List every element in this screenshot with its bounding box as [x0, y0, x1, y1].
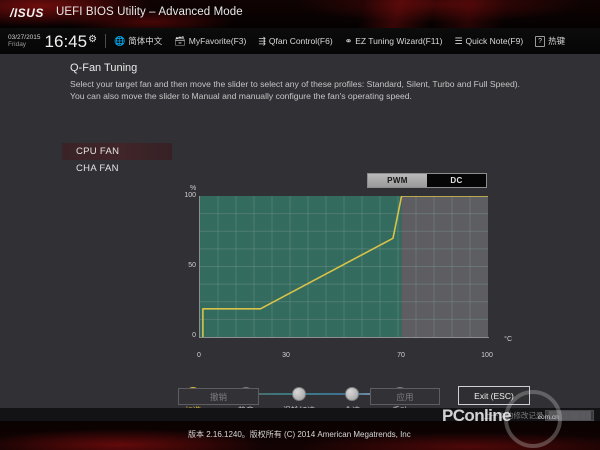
quick-note-label: Quick Note(F9): [465, 36, 524, 46]
x-tick-100: 100: [481, 352, 493, 359]
qfan-control-label: Qfan Control(F6): [268, 36, 333, 46]
x-axis-unit-label: °C: [504, 336, 512, 343]
slider-stop-turbo[interactable]: [292, 387, 306, 401]
hotkeys-label: 热键: [548, 36, 566, 46]
page-description: Select your target fan and then move the…: [70, 79, 521, 102]
fan-curve-svg: [200, 196, 488, 337]
content-pane: Q-Fan Tuning Select your target fan and …: [0, 54, 600, 421]
fan-item-label: CHA FAN: [76, 163, 119, 174]
fan-selector-list: CPU FAN CHA FAN: [62, 143, 172, 177]
myfavorite-button[interactable]: 🗃 MyFavorite(F3): [174, 36, 246, 47]
x-tick-30: 30: [282, 352, 290, 359]
title-banner: /ISUS UEFI BIOS Utility – Advanced Mode: [0, 0, 600, 28]
x-axis-line: [199, 337, 489, 338]
fan-icon: ⇶: [258, 35, 266, 46]
apply-button[interactable]: 应用: [370, 388, 440, 405]
y-axis-line: [199, 196, 200, 338]
mode-option-dc[interactable]: DC: [427, 174, 486, 187]
ez-tuning-wizard-label: EZ Tuning Wizard(F11): [355, 36, 443, 46]
y-tick-100: 100: [184, 192, 196, 199]
star-icon: 🗃: [174, 35, 186, 46]
y-tick-50: 50: [188, 262, 196, 269]
window-title: UEFI BIOS Utility – Advanced Mode: [56, 6, 243, 18]
header-toolbar: 03/27/2015 Friday 16:45 ⚙ 🌐 简体中文 🗃 MyFav…: [0, 28, 600, 54]
page-title: Q-Fan Tuning: [70, 62, 138, 74]
note-icon: ☰: [454, 35, 463, 46]
gear-icon[interactable]: ⚙: [88, 33, 98, 45]
current-time: 16:45: [44, 31, 88, 51]
fan-item-label: CPU FAN: [76, 146, 120, 157]
exit-button[interactable]: Exit (ESC): [458, 386, 530, 405]
datetime-block: 03/27/2015 Friday 16:45 ⚙: [8, 33, 97, 50]
help-icon: ?: [535, 35, 546, 47]
quick-note-button[interactable]: ☰ Quick Note(F9): [454, 36, 523, 47]
y-tick-0: 0: [192, 332, 196, 339]
header-divider: [105, 34, 107, 48]
ez-tuning-wizard-button[interactable]: ⚭ EZ Tuning Wizard(F11): [345, 36, 443, 47]
mode-option-pwm[interactable]: PWM: [368, 174, 427, 187]
bulb-icon: ⚭: [344, 35, 353, 46]
fan-item-cpu-fan[interactable]: CPU FAN: [62, 143, 172, 160]
chart-plot-area[interactable]: [200, 196, 488, 337]
fan-mode-toggle: PWM DC: [367, 173, 487, 188]
slider-stop-fullspeed[interactable]: [345, 387, 359, 401]
footer-bar: 版本 2.16.1240。版权所有 (C) 2014 American Mega…: [0, 421, 600, 450]
hotkeys-button[interactable]: ? 热键: [535, 35, 565, 47]
current-day: Friday: [8, 40, 27, 48]
last-modified-text: 上一次的修改记录 ████████: [483, 410, 594, 421]
fan-curve-chart[interactable]: % °C 0 50 100 0 30 70 100: [176, 185, 512, 359]
myfavorite-label: MyFavorite(F3): [188, 36, 247, 46]
language-label: 简体中文: [128, 36, 163, 46]
fan-item-cha-fan[interactable]: CHA FAN: [62, 160, 172, 177]
copyright-text: 版本 2.16.1240。版权所有 (C) 2014 American Mega…: [188, 430, 411, 439]
last-modified-label: 上一次的修改记录: [483, 411, 544, 420]
undo-button[interactable]: 撤销: [178, 388, 259, 405]
asus-logo: /ISUS: [10, 6, 44, 20]
current-date: 03/27/2015: [8, 33, 41, 41]
status-bar: 上一次的修改记录 ████████: [0, 408, 600, 421]
language-button[interactable]: 🌐 简体中文: [114, 35, 162, 47]
x-tick-70: 70: [397, 352, 405, 359]
qfan-control-button[interactable]: ⇶ Qfan Control(F6): [258, 36, 332, 47]
x-tick-0: 0: [197, 352, 201, 359]
redacted-value: ████████: [545, 410, 594, 421]
y-axis-unit-label: %: [190, 185, 197, 192]
globe-icon: 🌐: [114, 35, 126, 46]
